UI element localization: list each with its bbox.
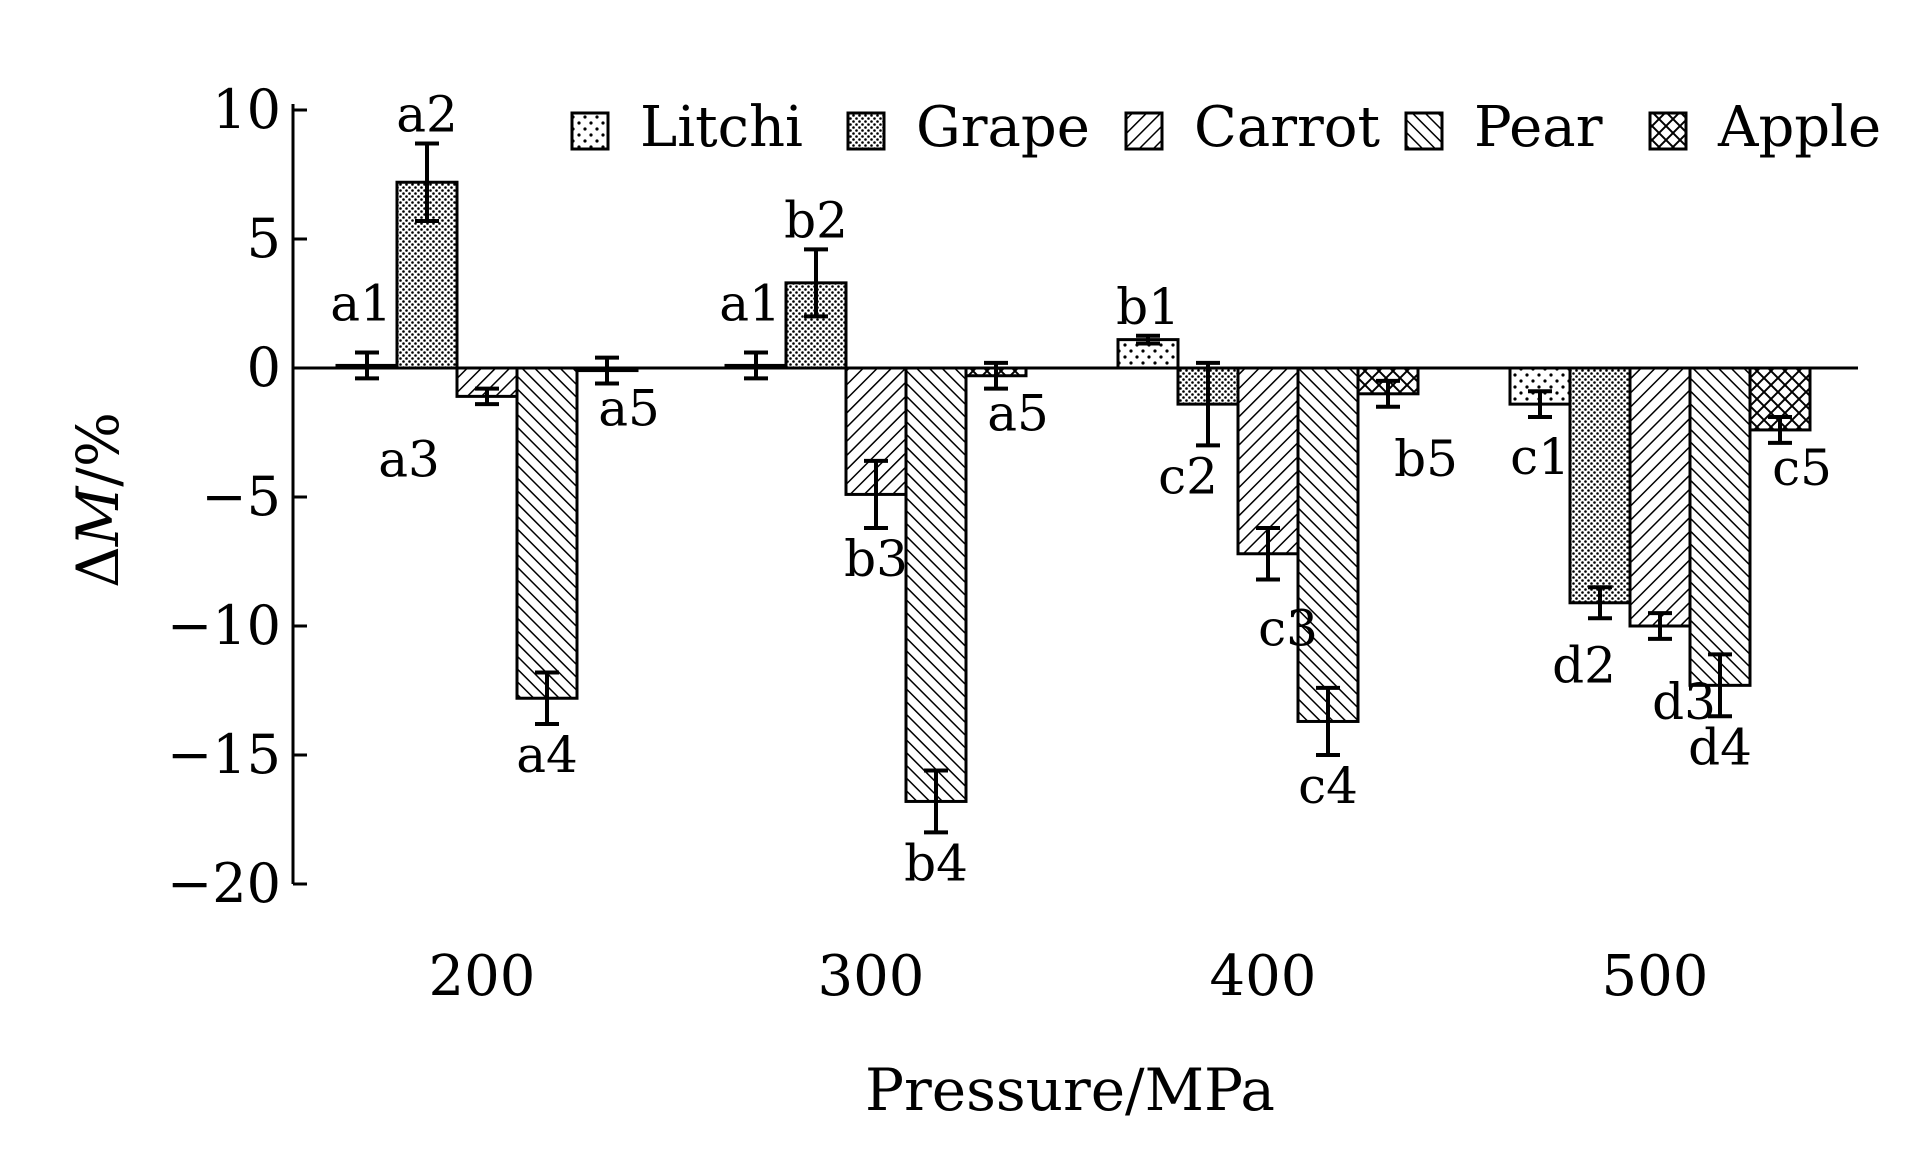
significance-label: b2 (784, 191, 848, 249)
significance-label: a1 (719, 274, 781, 332)
y-axis-title: ΔM/% (64, 412, 132, 588)
bars-layer (335, 141, 1812, 835)
significance-label: a5 (598, 380, 660, 438)
significance-label: b4 (904, 834, 968, 892)
x-tick-label: 400 (1210, 944, 1317, 1009)
significance-label: d2 (1552, 636, 1616, 694)
y-tick-label: −20 (167, 852, 281, 915)
significance-label: a3 (378, 430, 440, 488)
error-bar-grape-300 (804, 247, 828, 319)
legend-item-pear: Pear (1404, 95, 1603, 160)
error-bar-apple-200 (595, 355, 619, 386)
significance-label: a1 (330, 274, 392, 332)
legend-label: Carrot (1194, 95, 1380, 160)
bar-carrot-400 (1236, 366, 1300, 556)
y-tick-label: 5 (247, 207, 281, 270)
significance-label: d3 (1652, 673, 1716, 731)
significance-label: c1 (1510, 428, 1570, 486)
significance-label: a5 (987, 385, 1049, 443)
legend-label: Apple (1717, 95, 1881, 160)
legend-swatch (1124, 111, 1164, 151)
axes-layer: 10 5 0 −5 −10 −15 −20 200 300 400 500 Pressure/MPa Δ… (64, 78, 1858, 1124)
error-bar-litchi-500 (1528, 389, 1552, 420)
y-tick-label: 0 (247, 336, 281, 399)
y-tick-label: −10 (167, 594, 281, 657)
error-bar-carrot-400 (1256, 525, 1280, 582)
labels-layer: a1 a1 b1 c1 a2 b2 c2 d2 a3 b3 c3 d3 a4 b4 c4 d4 a5 a5 b5 c5 (330, 86, 1832, 893)
bar-pear-400 (1296, 366, 1360, 723)
significance-label: b1 (1116, 278, 1180, 336)
error-bar-carrot-300 (864, 458, 888, 530)
legend-label: Litchi (640, 95, 803, 160)
legend-swatch (570, 111, 610, 151)
bar-carrot-500 (1628, 366, 1692, 628)
legend-item-litchi: Litchi (570, 95, 803, 160)
legend-item-grape: Grape (846, 95, 1090, 160)
significance-label: a4 (516, 726, 578, 784)
x-tick-label: 300 (818, 944, 925, 1009)
error-bar-apple-400 (1376, 378, 1400, 409)
significance-label: a2 (396, 86, 458, 144)
error-bar-pear-500 (1708, 652, 1732, 719)
bar-pear-200 (515, 366, 579, 700)
legend-swatch (846, 111, 886, 151)
y-tick-label: −5 (201, 465, 281, 528)
error-bar-apple-500 (1768, 415, 1792, 445)
error-bar-carrot-200 (475, 386, 499, 407)
error-bar-pear-300 (924, 768, 948, 835)
bar-grape-500 (1568, 366, 1632, 605)
legend-item-apple: Apple (1648, 95, 1881, 160)
legend-label: Pear (1474, 95, 1603, 160)
x-tick-label: 500 (1602, 944, 1709, 1009)
legend-label: Grape (916, 95, 1090, 160)
error-bar-pear-200 (535, 670, 559, 727)
y-tick-label: 10 (212, 78, 281, 141)
error-bar-grape-200 (415, 141, 439, 223)
error-bar-litchi-400 (1136, 333, 1160, 346)
significance-label: b3 (844, 530, 908, 588)
x-tick-label: 200 (429, 944, 536, 1009)
bar-pear-300 (904, 366, 968, 803)
significance-label: c3 (1258, 600, 1318, 658)
legend-swatch (1404, 111, 1444, 151)
significance-label: b5 (1394, 430, 1458, 488)
error-bar-litchi-200 (355, 350, 379, 381)
error-bar-litchi-300 (744, 350, 768, 381)
legend: Litchi Grape Carrot Pear Apple (570, 95, 1881, 160)
significance-label: c5 (1772, 439, 1832, 497)
legend-swatch (1648, 111, 1688, 151)
error-bar-pear-400 (1316, 685, 1340, 757)
y-tick-label: −15 (167, 723, 281, 786)
error-bar-carrot-500 (1648, 611, 1672, 641)
significance-label: c2 (1158, 447, 1218, 505)
x-axis-title: Pressure/MPa (865, 1056, 1275, 1124)
legend-item-carrot: Carrot (1124, 95, 1380, 160)
bar-pear-500 (1688, 366, 1752, 687)
significance-label: d4 (1688, 718, 1752, 776)
error-bar-grape-400 (1196, 360, 1220, 448)
significance-label: c4 (1298, 757, 1358, 815)
error-bar-grape-500 (1588, 585, 1612, 621)
